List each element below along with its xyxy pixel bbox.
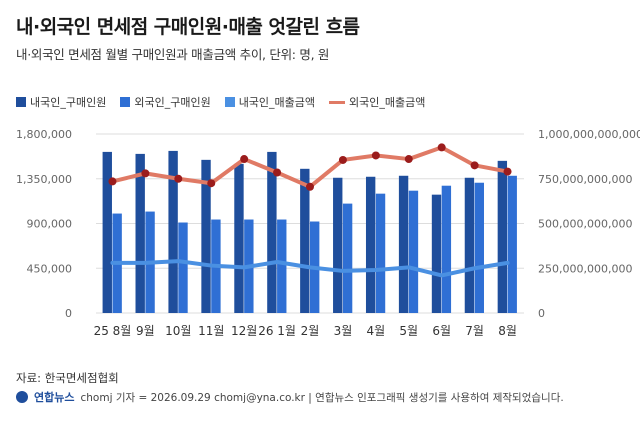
footer-credit: chomj 기자 = 2026.09.29 chomj@yna.co.kr | …: [80, 391, 564, 404]
marker-foreign-sales: [371, 151, 380, 160]
legend-label: 외국인_매출금액: [349, 96, 426, 109]
bar-foreign-people: [474, 182, 484, 313]
marker-foreign-sales: [273, 168, 282, 177]
x-tick-label: 2월: [301, 324, 320, 338]
bar-domestic-people: [300, 168, 310, 313]
legend-swatch: [120, 97, 131, 107]
legend-swatch: [224, 97, 235, 107]
legend-swatch: [329, 100, 346, 104]
marker-foreign-sales: [306, 182, 314, 191]
marker-foreign-sales: [503, 167, 512, 176]
bar-domestic-people: [497, 160, 508, 313]
bar-domestic-people: [333, 177, 343, 313]
bar-foreign-people: [507, 175, 517, 313]
y-tick-label-right: 750,000,000,000: [538, 173, 632, 186]
bar-domestic-people: [168, 150, 178, 313]
bar-domestic-people: [464, 177, 475, 313]
legend-label: 내국인_구매인원: [30, 96, 107, 109]
bar-domestic-people: [431, 194, 442, 313]
marker-foreign-sales: [404, 155, 413, 164]
bar-domestic-people: [365, 176, 376, 313]
x-tick-label: 12월: [231, 324, 257, 338]
x-tick-label: 25 8월: [94, 324, 132, 338]
marker-foreign-sales: [174, 174, 183, 183]
y-tick-label-left: 1,350,000: [16, 173, 72, 186]
y-tick-label-right: 0: [538, 307, 545, 320]
legend-label: 내국인_매출금액: [238, 96, 316, 109]
footer: 연합뉴스 chomj 기자 = 2026.09.29 chomj@yna.co.…: [16, 389, 564, 405]
y-tick-label-left: 450,000: [27, 262, 73, 275]
marker-foreign-sales: [141, 169, 150, 178]
bar-domestic-people: [135, 153, 145, 313]
x-tick-label: 8월: [498, 324, 517, 338]
y-tick-label-left: 900,000: [27, 218, 73, 231]
legend-item-domestic-sales: 내국인_매출금액: [224, 94, 316, 110]
x-tick-label: 9월: [136, 324, 155, 338]
bar-foreign-people: [375, 193, 386, 313]
footer-logo: 연합뉴스: [34, 391, 75, 404]
bar-domestic-people: [201, 159, 211, 313]
chart-legend: 내국인_구매인원 외국인_구매인원 내국인_매출금액 외국인_매출금액: [16, 94, 425, 110]
line-domestic-sales: [110, 259, 510, 278]
legend-item-foreign-sales: 외국인_매출금액: [329, 94, 425, 110]
yonhap-logo-icon: [16, 391, 28, 403]
legend-item-domestic-people: 내국인_구매인원: [16, 94, 106, 110]
bar-domestic-people: [267, 151, 277, 313]
marker-foreign-sales: [338, 155, 347, 164]
y-tick-label-left: 0: [65, 307, 72, 320]
bar-domestic-people: [102, 151, 112, 313]
y-tick-label-right: 250,000,000,000: [538, 262, 632, 275]
x-tick-label: 6월: [432, 324, 451, 338]
marker-foreign-sales: [437, 143, 446, 152]
x-tick-label: 4월: [367, 324, 386, 338]
bar-foreign-people: [342, 203, 353, 313]
marker-foreign-sales: [470, 161, 479, 170]
y-tick-label-right: 1,000,000,000,000: [538, 128, 640, 141]
bar-foreign-people: [408, 190, 419, 313]
bar-foreign-people: [277, 219, 287, 313]
x-tick-label: 10월: [165, 324, 191, 338]
x-tick-label: 11월: [198, 324, 224, 338]
y-tick-label-left: 1,800,000: [16, 128, 72, 141]
legend-swatch: [16, 97, 26, 107]
x-tick-label: 7월: [465, 324, 484, 338]
chart-subtitle: 내·외국인 면세점 월별 구매인원과 매출금액 추이, 단위: 명, 원: [16, 47, 330, 62]
marker-foreign-sales: [240, 155, 249, 164]
bar-foreign-people: [441, 185, 452, 313]
legend-item-foreign-people: 외국인_구매인원: [120, 94, 211, 110]
marker-foreign-sales: [207, 179, 216, 188]
source-note: 자료: 한국면세점협회: [16, 371, 119, 385]
x-tick-label: 5월: [399, 324, 418, 338]
bar-domestic-people: [398, 175, 409, 313]
x-tick-label: 26 1월: [258, 324, 296, 338]
bar-domestic-people: [234, 163, 244, 313]
legend-label: 외국인_구매인원: [134, 96, 211, 109]
y-tick-label-right: 500,000,000,000: [538, 218, 632, 231]
bar-foreign-people: [178, 222, 188, 313]
marker-foreign-sales: [108, 177, 117, 186]
chart-title: 내·외국인 면세점 구매인원·매출 엇갈린 흐름: [16, 16, 360, 38]
x-tick-label: 3월: [334, 324, 353, 338]
